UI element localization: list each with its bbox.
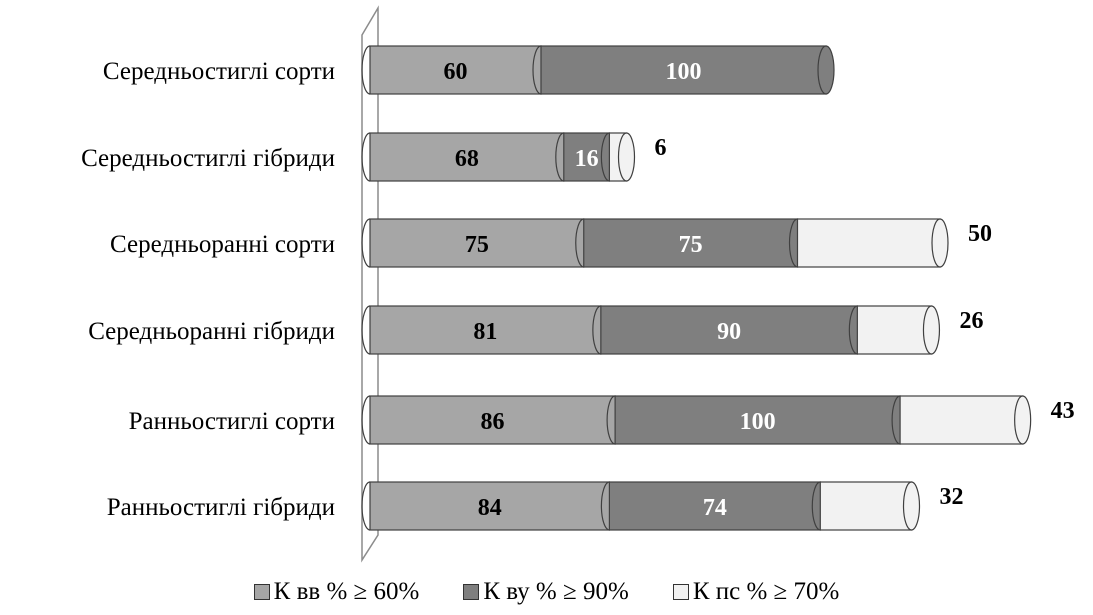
- legend-label-series-1: К вв % ≥ 60%: [273, 578, 420, 605]
- legend-label-series-3: К пс % ≥ 70%: [692, 578, 840, 605]
- value-label: 90: [717, 319, 741, 345]
- bar-segment: [819, 481, 913, 531]
- bar-start-cap: [361, 132, 371, 182]
- category-label: Середньоранні гібриди: [88, 318, 335, 345]
- value-label: 75: [465, 232, 489, 258]
- bar-segment-end: [931, 218, 949, 268]
- bar-segment: [796, 218, 941, 268]
- legend-swatch-series-1: [253, 584, 270, 600]
- value-label: 43: [1051, 398, 1075, 424]
- value-label: 6: [655, 135, 667, 161]
- bar-start-cap: [361, 45, 371, 95]
- category-label: Середньоранні сорти: [110, 231, 335, 258]
- bar-start-cap: [361, 395, 371, 445]
- category-label: Ранньостиглі сорти: [129, 408, 335, 435]
- bar-segment-end: [922, 305, 941, 355]
- legend-item-series-2: К ву % ≥ 90%: [463, 578, 629, 606]
- bar-segment: [369, 395, 616, 445]
- bar-segment: [369, 132, 565, 182]
- value-labels: 60 100 68 16 6 75 75 50 81 90 26 86 100 43 84 74 32: [444, 59, 1075, 521]
- bar-segment-end: [902, 481, 921, 531]
- legend-swatch-series-2: [463, 584, 480, 600]
- bar-segment: [369, 218, 585, 268]
- bar-segment: [856, 305, 933, 355]
- category-label: Середньостиглі сорти: [103, 58, 335, 85]
- legend: К вв % ≥ 60% К ву % ≥ 90% К пс % ≥ 70%: [0, 572, 1093, 612]
- value-label: 74: [703, 495, 727, 521]
- value-label: 60: [444, 59, 468, 85]
- bar-start-cap: [361, 481, 371, 531]
- bar-segment-end: [817, 45, 835, 95]
- value-label: 50: [968, 221, 992, 247]
- bar-segment-end: [1014, 395, 1032, 445]
- value-label: 16: [575, 146, 599, 172]
- value-label: 100: [740, 409, 776, 435]
- legend-swatch-series-3: [672, 584, 689, 600]
- category-label: Ранньостиглі гібриди: [107, 494, 335, 521]
- value-label: 32: [940, 484, 964, 510]
- bar-segment: [614, 395, 901, 445]
- value-label: 81: [473, 319, 497, 345]
- bar-segment: [369, 305, 602, 355]
- value-label: 75: [679, 232, 703, 258]
- value-label: 26: [959, 308, 983, 334]
- bar-start-cap: [361, 218, 371, 268]
- value-label: 86: [481, 409, 505, 435]
- legend-item-series-1: К вв % ≥ 60%: [253, 578, 420, 606]
- value-label: 84: [478, 495, 502, 521]
- bar-segment: [369, 45, 542, 95]
- bar-segment: [899, 395, 1024, 445]
- value-label: 100: [666, 59, 702, 85]
- bar-start-cap: [361, 305, 371, 355]
- category-label: Середньостиглі гібриди: [81, 145, 335, 172]
- bar-segment-end: [617, 132, 636, 182]
- legend-item-series-3: К пс % ≥ 70%: [672, 578, 840, 606]
- legend-label-series-2: К ву % ≥ 90%: [483, 578, 629, 605]
- bar-segment: [600, 305, 858, 355]
- value-label: 68: [455, 146, 479, 172]
- category-labels: Середньостиглі сорти Середньостиглі гібри…: [81, 58, 335, 521]
- bar-group: [361, 45, 1032, 531]
- bar-segment: [369, 481, 610, 531]
